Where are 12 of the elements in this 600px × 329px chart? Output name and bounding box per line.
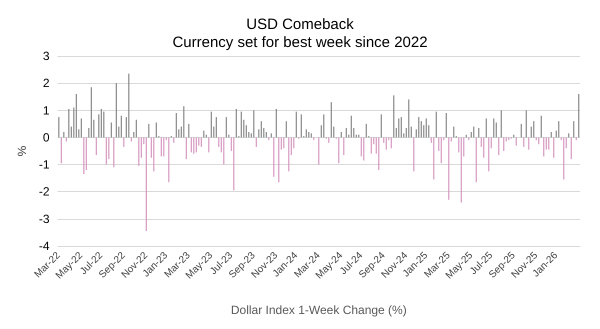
y-tick-label: 1 xyxy=(42,103,50,118)
x-axis-title: Dollar Index 1-Week Change (%) xyxy=(230,303,407,317)
chart-title: USD Comeback xyxy=(246,16,354,33)
chart-subtitle: Currency set for best week since 2022 xyxy=(172,34,428,51)
y-tick-label: 3 xyxy=(42,49,50,63)
y-tick-label: -1 xyxy=(38,158,50,172)
y-tick-label: 0 xyxy=(42,130,50,144)
y-axis-title: % xyxy=(15,145,29,156)
y-tick-label: 2 xyxy=(42,76,50,90)
y-tick-label: -2 xyxy=(38,184,50,199)
y-tick-label: -4 xyxy=(38,239,50,253)
y-tick-label: -3 xyxy=(38,212,50,226)
